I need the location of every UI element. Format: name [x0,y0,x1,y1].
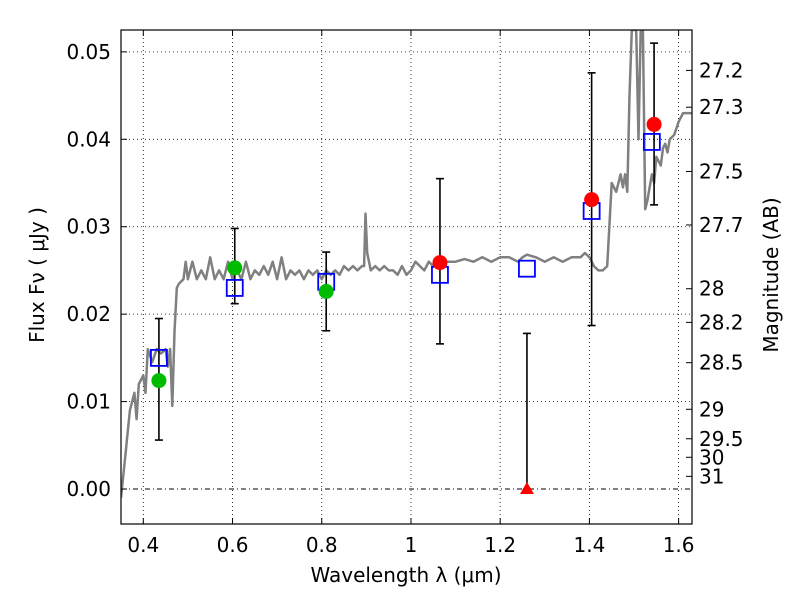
x-tick-label: 1.2 [484,533,516,557]
y-tick-label: 0.04 [66,127,111,151]
observed-point-green [227,260,243,276]
y-tick-label: 0.05 [66,40,111,64]
y-ticks-left: 0.00 0.01 0.02 0.03 0.04 0.05 [66,40,127,501]
y-axis-title: Flux Fν ( μJy ) [25,207,49,343]
y-tick-label: 0.03 [66,215,111,239]
right-tick-label: 27.7 [699,213,744,237]
x-tick-label: 0.6 [217,533,249,557]
y-tick-label: 0.01 [66,390,111,414]
observed-points-layer [151,116,662,495]
x-ticks: 0.4 0.6 0.8 1 1.2 1.4 1.6 [127,30,695,557]
right-tick-label: 27.3 [699,95,744,119]
spectrum-line [121,30,692,498]
x-tick-label: 0.8 [306,533,338,557]
right-tick-label: 28.5 [699,351,744,375]
model-point [642,133,661,151]
x-tick-label: 1.6 [663,533,695,557]
right-tick-label: 29.5 [699,427,744,451]
plot-frame [120,29,693,525]
observed-point-green [151,373,167,389]
right-tick-label: 29 [699,397,724,421]
y-axis-right-title: Magnitude (AB) [759,197,783,352]
x-tick-label: 1 [405,533,418,557]
observed-point-red [584,192,600,208]
model-points-layer [150,133,661,367]
right-tick-label: 28.2 [699,310,744,334]
model-point [518,259,536,278]
right-tick-label: 28 [699,277,724,301]
x-axis-title: Wavelength λ (μm) [310,563,501,587]
x-tick-label: 0.4 [127,533,159,557]
right-tick-label: 27.5 [699,159,744,183]
right-tick-label: 31 [699,464,724,488]
observed-point-green [318,283,334,299]
right-tick-label: 30 [699,445,724,469]
upper-limit-marker [519,482,534,495]
right-tick-label: 27.2 [699,58,744,82]
x-tick-label: 1.4 [573,533,605,557]
observed-point-red [646,116,662,132]
spectrum-layer [121,30,692,498]
model-point [150,348,168,367]
y-tick-label: 0.00 [66,477,111,501]
y-tick-label: 0.02 [66,302,111,326]
observed-point-red [432,255,448,271]
model-point [225,279,244,297]
